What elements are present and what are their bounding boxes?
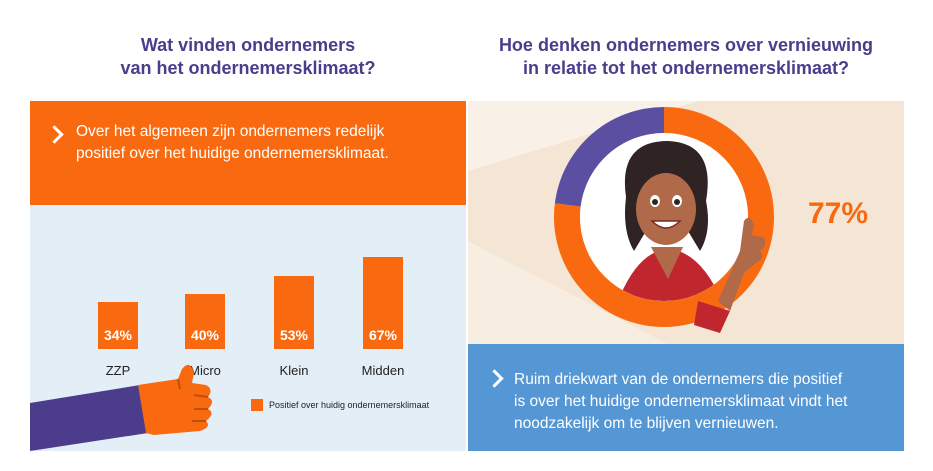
thumbs-up-hand-icon (30, 364, 212, 451)
right-banner-line2: is over het huidige ondernemersklimaat v… (514, 393, 848, 410)
bar-value-label: 53% (279, 327, 309, 343)
right-title: Hoe denken ondernemers over vernieuwing … (468, 34, 904, 80)
left-banner-line2: positief over het huidige ondernemerskli… (76, 145, 389, 162)
left-title-line1: Wat vinden ondernemers (140, 35, 356, 55)
left-banner-text: Over het algemeen zijn ondernemers redel… (76, 121, 448, 165)
category-label: ZZP (105, 363, 131, 378)
bar-midden (363, 257, 403, 349)
right-title-line1: Hoe denken ondernemers over vernieuwing (498, 35, 874, 55)
legend-label: Positief over huidig ondernemersklimaat (269, 400, 430, 410)
right-banner-text: Ruim driekwart van de ondernemers die po… (514, 369, 886, 435)
percentage-value: 77% (808, 197, 869, 230)
bar-chart: 34% ZZP 40% Micro 53% Klein 67% Midden Positief… (30, 205, 466, 451)
woman-thumbs-up-illustration (618, 141, 766, 333)
bar-klein (274, 276, 314, 349)
left-banner-line1: Over het algemeen zijn ondernemers redel… (76, 123, 385, 140)
left-title: Wat vinden ondernemers van het onderneme… (30, 34, 466, 80)
right-title-line2: in relatie tot het ondernemersklimaat? (522, 58, 850, 78)
donut-segment-rest (554, 107, 664, 207)
right-banner-line1: Ruim driekwart van de ondernemers die po… (514, 371, 843, 388)
legend-swatch (251, 399, 263, 411)
bar-micro (185, 294, 225, 349)
panel-divider (466, 101, 468, 451)
right-illustration-panel (468, 101, 904, 344)
bar-value-label: 67% (368, 327, 398, 343)
category-label: Klein (279, 363, 309, 378)
left-banner: Over het algemeen zijn ondernemers redel… (30, 101, 466, 205)
bar-zzp (98, 302, 138, 349)
category-label: Micro (189, 363, 221, 378)
right-banner: Ruim driekwart van de ondernemers die po… (468, 344, 904, 451)
bar-value-label: 40% (190, 327, 220, 343)
bar-value-label: 34% (103, 327, 133, 343)
right-banner-line3: noodzakelijk om te blijven vernieuwen. (514, 415, 779, 432)
left-title-line2: van het ondernemersklimaat? (120, 58, 376, 78)
category-label: Midden (361, 363, 405, 378)
